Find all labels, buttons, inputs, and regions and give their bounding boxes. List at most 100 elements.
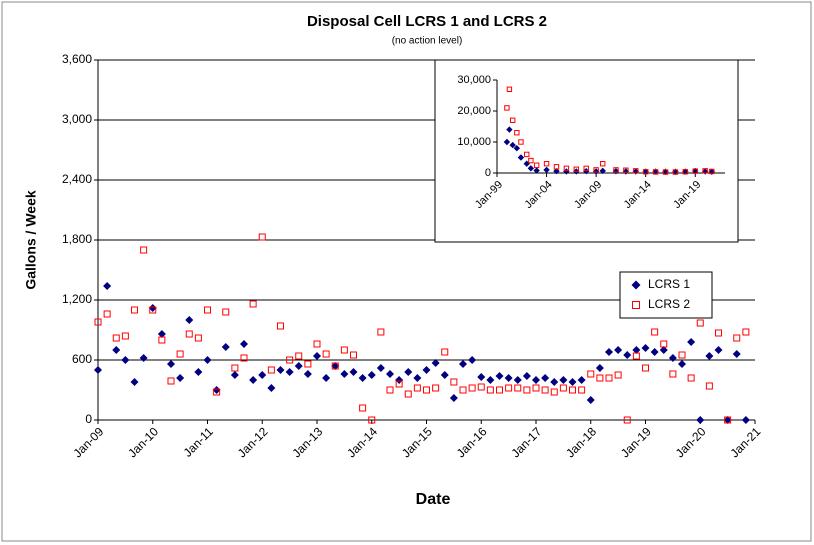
point: [441, 348, 449, 356]
point: [532, 384, 540, 392]
chart-subtitle: (no action level): [392, 36, 463, 47]
point: [94, 318, 102, 326]
point: [641, 344, 650, 352]
point: [450, 378, 458, 386]
point: [295, 352, 303, 360]
point: [486, 376, 495, 384]
point: [533, 162, 540, 168]
y-tick-label: 3,000: [62, 112, 92, 126]
point: [294, 362, 303, 370]
point: [596, 374, 604, 382]
point: [431, 359, 440, 367]
point: [322, 374, 331, 382]
point: [682, 169, 689, 175]
point: [386, 386, 394, 394]
point: [386, 370, 394, 378]
point: [94, 366, 102, 374]
point: [303, 370, 312, 378]
point: [139, 354, 148, 362]
point: [622, 168, 630, 175]
point: [167, 377, 175, 385]
point: [267, 384, 276, 392]
point: [682, 168, 689, 175]
point: [286, 356, 294, 364]
point: [509, 117, 516, 123]
point: [687, 338, 696, 346]
point: [130, 378, 139, 386]
point: [322, 350, 330, 358]
point: [696, 416, 705, 424]
point: [313, 340, 321, 348]
point: [103, 310, 111, 318]
point: [367, 371, 376, 379]
point: [522, 372, 531, 380]
point: [533, 167, 540, 174]
point: [112, 334, 120, 342]
point: [249, 376, 258, 384]
point: [331, 362, 339, 370]
point: [204, 306, 211, 314]
y-tick-label: 600: [72, 352, 92, 366]
point: [733, 334, 741, 342]
y-tick-label: 0: [485, 167, 491, 179]
point: [586, 396, 595, 404]
point: [258, 233, 266, 241]
point: [662, 169, 669, 175]
point: [600, 161, 606, 167]
point: [660, 340, 668, 348]
point: [705, 382, 713, 390]
point: [506, 86, 513, 92]
point: [213, 388, 221, 396]
legend-marker: [631, 280, 641, 290]
point: [702, 168, 708, 174]
chart-title: Disposal Cell LCRS 1 and LCRS 2: [307, 13, 547, 30]
point: [528, 157, 534, 164]
y-axis-label: Gallons / Week: [23, 190, 39, 290]
point: [612, 167, 620, 175]
legend-label: LCRS 2: [648, 297, 690, 311]
point: [404, 368, 413, 376]
point: [605, 348, 613, 356]
point: [131, 306, 138, 314]
point: [532, 376, 540, 384]
y-tick-label: 1,200: [62, 292, 92, 306]
point: [504, 374, 513, 382]
point: [221, 343, 230, 351]
point: [650, 348, 659, 356]
point: [614, 371, 622, 379]
y-tick-label: 2,400: [62, 172, 92, 186]
point: [258, 371, 267, 379]
legend-marker: [632, 301, 640, 309]
point: [222, 308, 230, 316]
point: [377, 328, 385, 336]
point: [652, 168, 659, 175]
point: [563, 168, 570, 175]
point: [527, 165, 535, 172]
point: [741, 416, 750, 424]
point: [541, 386, 549, 394]
point: [505, 384, 513, 392]
point: [413, 384, 421, 392]
y-tick-label: 0: [85, 412, 92, 426]
point: [112, 346, 121, 354]
point: [715, 329, 722, 337]
point: [543, 161, 550, 167]
point: [276, 366, 285, 374]
point: [359, 404, 367, 412]
point: [285, 368, 294, 376]
point: [568, 378, 577, 386]
point: [340, 346, 348, 354]
point: [659, 346, 668, 354]
y-tick-label: 30,000: [457, 74, 491, 86]
point: [605, 374, 613, 382]
point: [185, 330, 193, 338]
point: [459, 386, 467, 394]
point: [692, 168, 698, 174]
point: [121, 356, 130, 364]
point: [468, 384, 476, 392]
point: [358, 374, 367, 382]
point: [742, 328, 750, 336]
point: [349, 368, 358, 376]
point: [194, 334, 202, 342]
point: [559, 376, 568, 384]
